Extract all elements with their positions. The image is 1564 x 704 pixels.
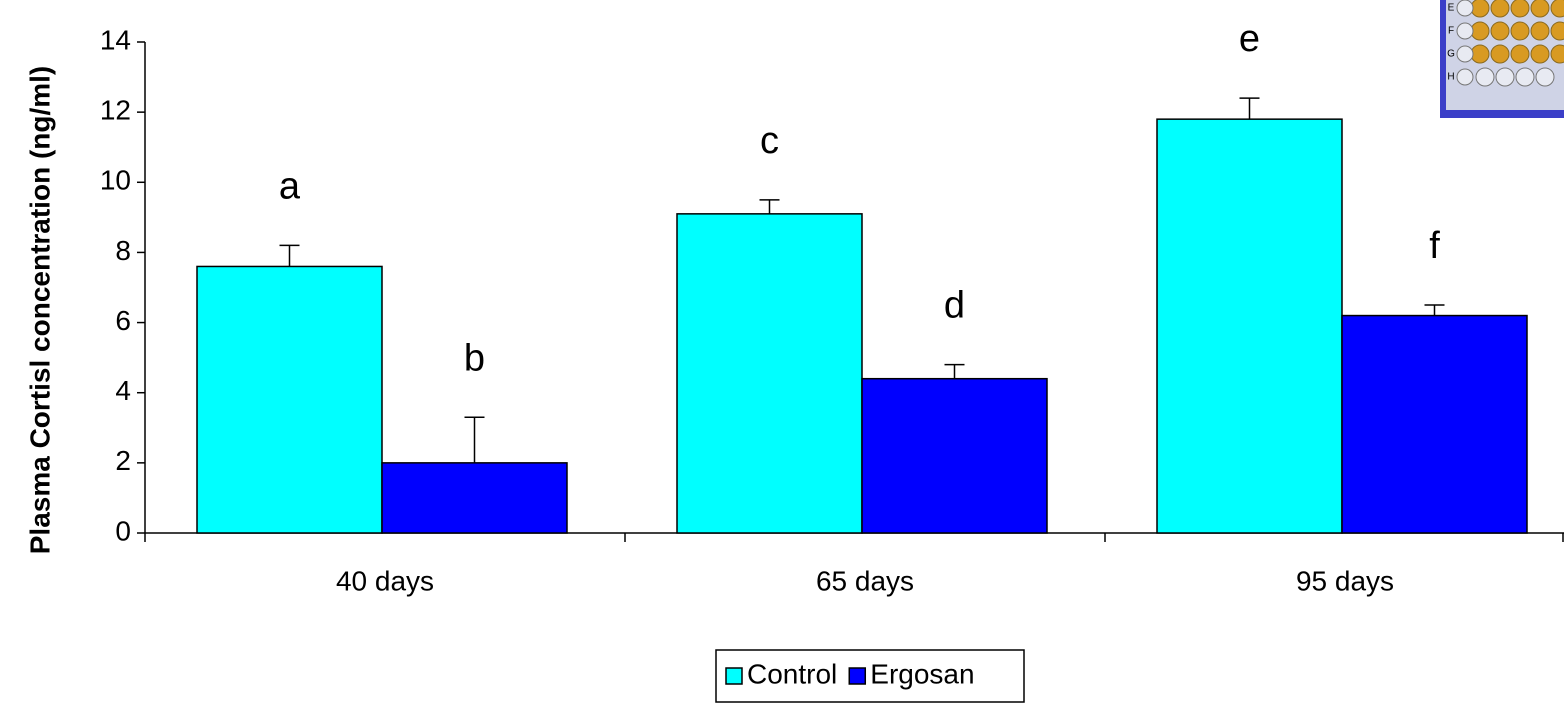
bar (1156, 118, 1343, 534)
error-bar (279, 244, 300, 267)
error-bar (1239, 97, 1260, 120)
x-tick-label: 95 days (1296, 565, 1394, 596)
y-tick-label: 2 (115, 445, 131, 476)
error-bar (944, 363, 965, 379)
significance-letter: a (279, 165, 301, 207)
y-tick-label: 12 (100, 95, 131, 126)
x-tick-label: 65 days (816, 565, 914, 596)
inset-label: H (1447, 72, 1454, 83)
bar (861, 377, 1048, 534)
legend-label: Ergosan (870, 658, 974, 689)
bar (1341, 314, 1528, 534)
y-tick-label: 10 (100, 165, 131, 196)
legend-label: Control (747, 658, 837, 689)
y-tick-label: 6 (115, 305, 131, 336)
significance-letter: d (944, 285, 965, 327)
significance-letter: b (464, 337, 485, 379)
legend-swatch (725, 667, 743, 685)
bar (676, 213, 863, 534)
inset-label: E (1448, 3, 1455, 14)
legend-swatch (848, 667, 867, 685)
bar (381, 462, 568, 534)
error-bar (464, 416, 485, 463)
y-tick-label: 0 (115, 515, 131, 546)
significance-letter: c (760, 120, 779, 162)
legend (715, 649, 1025, 703)
legend-box (715, 649, 1025, 703)
significance-letter: e (1239, 18, 1260, 60)
bar (196, 265, 383, 534)
inset-photo (1440, 0, 1564, 118)
y-tick-label: 4 (115, 375, 131, 406)
significance-letter: f (1429, 225, 1440, 267)
inset-label: G (1447, 49, 1455, 60)
x-tick-label: 40 days (336, 565, 434, 596)
inset-label: F (1448, 26, 1454, 37)
y-tick-label: 8 (115, 235, 131, 266)
error-bar (1424, 304, 1445, 316)
y-axis-label: Plasma Cortisl concentration (ng/ml) (24, 66, 55, 555)
y-tick-label: 14 (100, 24, 131, 55)
error-bar (759, 199, 780, 214)
